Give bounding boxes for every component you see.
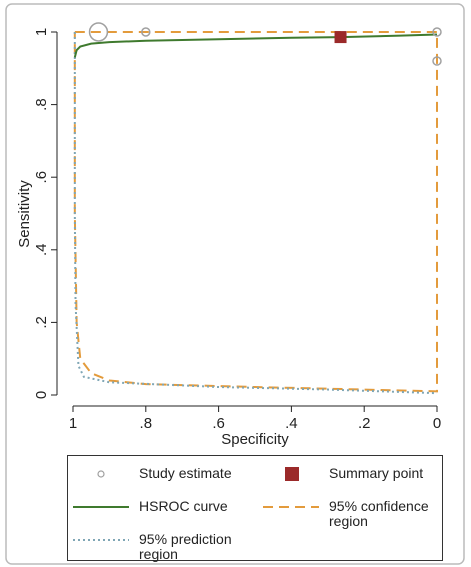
y-tick-label: 0 [33,391,50,399]
x-tick-label: 0 [433,415,441,432]
study-point [432,56,442,66]
legend-key [97,470,105,478]
legend-label: 95% confidence region [329,498,429,529]
legend: Study estimate Summary point HSROC curve 95… [67,455,443,562]
frame [5,3,465,565]
y-tick-label: 1 [33,28,50,36]
series-line [73,33,438,58]
x-tick-label: .8 [140,415,153,432]
legend-key [285,467,299,481]
x-tick-label: .6 [212,415,225,432]
y-tick-label: .6 [33,171,50,184]
study-point [88,22,109,42]
legend-label: HSROC curve [139,498,228,514]
x-axis-title: Specificity [221,431,289,448]
y-tick-label: .4 [33,244,50,257]
y-tick-label: .8 [33,98,50,111]
legend-label: Study estimate [139,465,232,481]
series-line [73,31,438,393]
legend-label: Summary point [329,465,424,481]
series-line [73,32,438,395]
study-point [141,27,151,37]
summary-point [334,31,347,44]
x-tick-label: 1 [69,415,77,432]
x-tick-label: .4 [285,415,298,432]
y-axis-title: Sensitivity [16,180,33,248]
y-tick-label: .2 [33,316,50,329]
legend-keys [73,467,319,541]
x-tick-label: .2 [358,415,371,432]
study-point [432,27,442,37]
legend-label: 95% prediction region [139,531,232,562]
